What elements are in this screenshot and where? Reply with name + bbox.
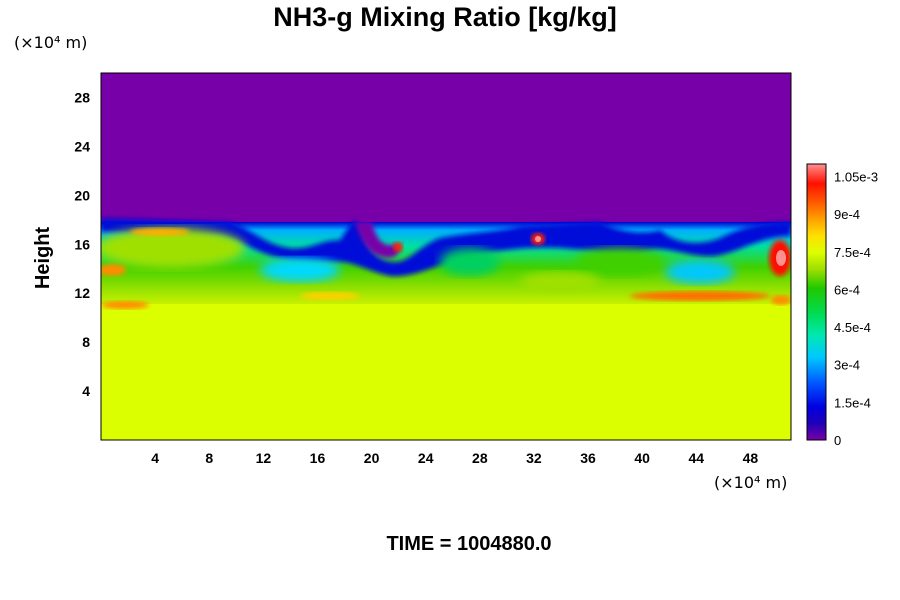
x-tick-label: 28 (472, 450, 488, 466)
y-tick-label: 12 (74, 285, 90, 301)
x-tick-label: 20 (364, 450, 380, 466)
x-tick-label: 12 (256, 450, 272, 466)
x-tick-label: 8 (205, 450, 213, 466)
x-axis-ticks: 4 8 12 16 20 24 28 32 36 40 44 48 (151, 450, 758, 466)
boundary-fringe (101, 218, 791, 277)
hot-streak (535, 236, 541, 242)
time-label: TIME = 1004880.0 (386, 533, 551, 555)
colorbar-tick-label: 0 (834, 433, 841, 448)
y-unit-label: (×10⁴ m) (14, 33, 87, 52)
patch (665, 260, 735, 284)
x-tick-label: 40 (634, 450, 650, 466)
chart-title: NH3-g Mixing Ratio [kg/kg] (273, 2, 617, 32)
x-unit-label: (×10⁴ m) (714, 473, 787, 492)
y-axis-ticks: 4 8 12 16 20 24 28 (74, 89, 90, 399)
plot-frame (100, 72, 792, 441)
x-tick-label: 32 (526, 450, 542, 466)
upper-layer-region (101, 73, 791, 233)
y-tick-label: 28 (74, 89, 90, 105)
hot-streak (101, 264, 126, 276)
x-tick-label: 36 (580, 450, 596, 466)
hot-streak (300, 292, 360, 300)
heatmap-field (101, 73, 791, 440)
colorbar-tick-label: 1.5e-4 (834, 395, 871, 410)
hot-streak (130, 228, 190, 236)
x-tick-label: 4 (151, 450, 159, 466)
colorbar-tick-label: 4.5e-4 (834, 320, 871, 335)
patch (101, 228, 245, 268)
x-tick-label: 16 (310, 450, 326, 466)
y-tick-label: 20 (74, 187, 90, 203)
hot-streak (776, 250, 786, 266)
patch (260, 258, 340, 282)
colorbar-tick-label: 3e-4 (834, 358, 860, 373)
hot-streak (630, 291, 770, 301)
hot-streak (101, 301, 149, 309)
colorbar-tick-label: 6e-4 (834, 282, 860, 297)
y-tick-label: 8 (82, 334, 90, 350)
y-tick-label: 4 (82, 383, 90, 399)
lower-layer-region (101, 300, 791, 440)
colorbar-tick-label: 1.05e-3 (834, 170, 878, 185)
y-tick-label: 16 (74, 236, 90, 252)
x-tick-label: 24 (418, 450, 434, 466)
y-axis-label: Height (32, 227, 54, 290)
y-tick-label: 24 (74, 138, 90, 154)
colorbar (806, 163, 827, 441)
hot-streak (771, 295, 791, 305)
purple-intrusion (355, 222, 400, 258)
patch (440, 248, 500, 276)
colorbar-tick-label: 7.5e-4 (834, 245, 871, 260)
colorbar-ticks: 0 1.5e-4 3e-4 4.5e-4 6e-4 7.5e-4 9e-4 1.05e-3 (834, 170, 878, 448)
patch (520, 272, 600, 292)
x-tick-label: 48 (743, 450, 759, 466)
colorbar-tick-label: 9e-4 (834, 207, 860, 222)
x-tick-label: 44 (689, 450, 705, 466)
hot-streak (393, 242, 403, 252)
patch (575, 248, 665, 276)
